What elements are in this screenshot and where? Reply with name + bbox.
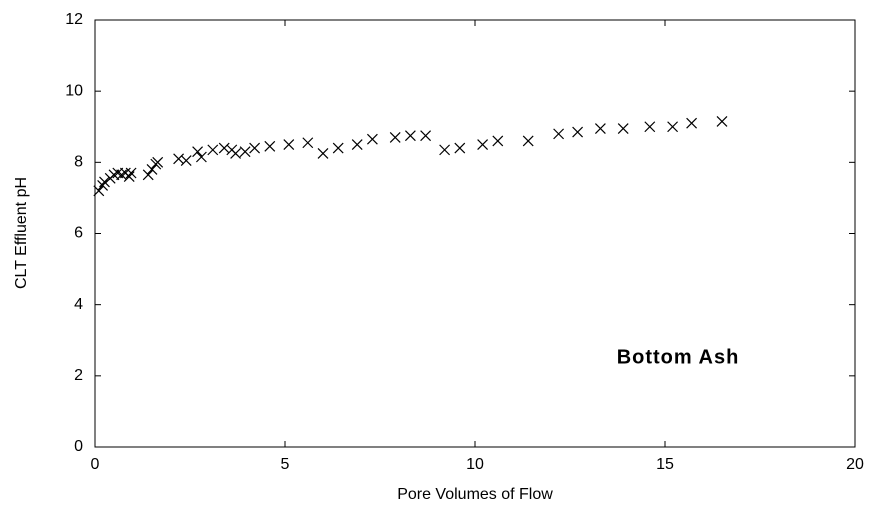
point: [420, 130, 432, 142]
x-tick-label: 20: [846, 456, 864, 473]
point: [522, 135, 534, 147]
point: [572, 126, 584, 138]
annotation: Bottom Ash: [617, 346, 740, 368]
point: [404, 130, 416, 142]
point: [195, 151, 207, 163]
point: [99, 176, 110, 188]
point: [123, 171, 135, 182]
plot-frame: [94, 19, 856, 448]
point: [283, 139, 295, 150]
y-tick-label: 0: [74, 438, 83, 455]
point: [667, 121, 679, 133]
y-tick-label: 4: [74, 296, 83, 313]
point: [207, 144, 219, 156]
x-tick-label: 15: [656, 456, 674, 473]
point: [351, 139, 363, 150]
y-tick-label: 2: [74, 367, 83, 384]
point: [264, 140, 276, 152]
point: [594, 123, 606, 134]
point: [317, 148, 329, 159]
point: [230, 148, 242, 159]
y-tick-label: 6: [74, 225, 83, 242]
point: [716, 115, 728, 127]
point: [686, 117, 698, 129]
x-tick-label: 0: [91, 456, 100, 473]
point: [389, 132, 401, 143]
y-tick-label: 12: [65, 11, 83, 28]
point: [617, 123, 629, 134]
point: [152, 156, 164, 168]
point: [492, 135, 504, 147]
point: [553, 128, 565, 140]
y-axis-label: CLT Effluent pH: [13, 177, 30, 289]
point: [239, 146, 251, 158]
point: [192, 146, 204, 158]
point: [173, 153, 185, 165]
point: [146, 164, 158, 175]
x-axis-label: Pore Volumes of Flow: [397, 486, 553, 503]
x-tick-label: 5: [281, 456, 290, 473]
point: [93, 185, 105, 197]
point: [644, 121, 656, 133]
point: [366, 133, 378, 145]
point: [142, 169, 154, 181]
point: [218, 142, 230, 154]
point: [112, 167, 124, 179]
point: [332, 142, 344, 154]
point: [180, 155, 192, 166]
point: [116, 169, 128, 181]
point: [439, 144, 451, 156]
x-tick-label: 10: [466, 456, 484, 473]
point: [249, 142, 261, 154]
point: [454, 142, 466, 154]
point: [108, 169, 120, 181]
y-tick-label: 10: [65, 82, 83, 99]
point: [302, 137, 314, 149]
point: [477, 139, 489, 150]
point: [125, 167, 137, 179]
y-tick-label: 8: [74, 154, 83, 171]
